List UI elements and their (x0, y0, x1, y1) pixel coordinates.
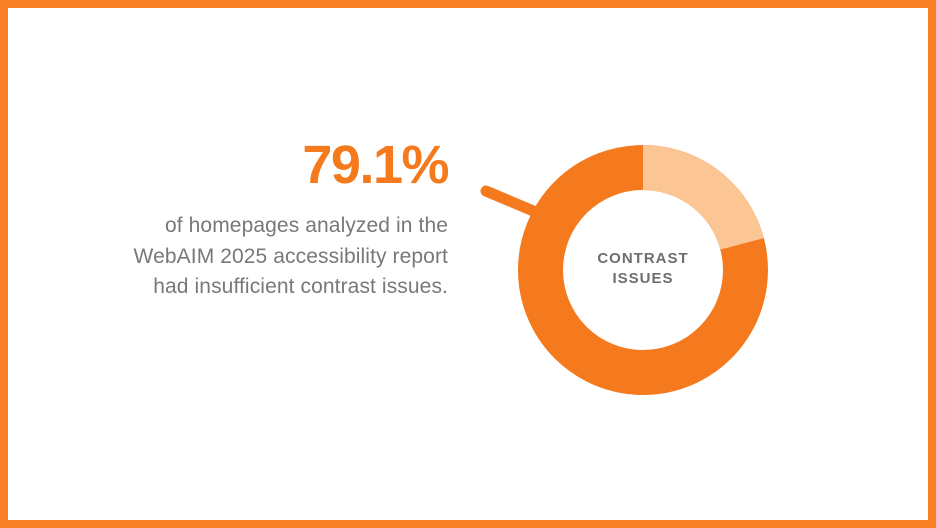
pointer-line (480, 185, 563, 227)
stat-description-line-3: had insufficient contrast issues. (153, 275, 448, 298)
stat-description-line-1: of homepages analyzed in the (165, 214, 448, 237)
chart-center-label: CONTRAST ISSUES (597, 249, 688, 289)
donut-slice-secondary (642, 145, 764, 251)
chart-center-label-line-2: ISSUES (612, 270, 674, 287)
stat-description-line-2: WebAIM 2025 accessibility report (133, 244, 448, 268)
stat-block: 79.1% of homepages analyzed in the WebAI… (28, 135, 450, 303)
chart-center-label-line-1: CONTRAST (597, 250, 689, 267)
stat-description: of homepages analyzed in the WebAIM 2025… (28, 211, 448, 303)
stat-value: 79.1% (302, 135, 449, 195)
